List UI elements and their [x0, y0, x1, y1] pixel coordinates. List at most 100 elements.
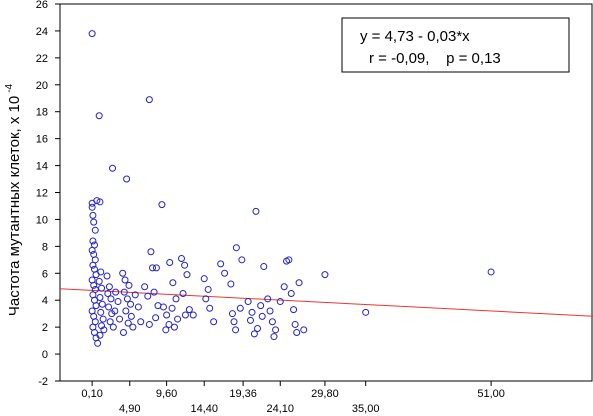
- data-point: [103, 272, 111, 280]
- data-point: [95, 112, 103, 120]
- data-point: [145, 96, 153, 104]
- x-tick-label: 0,10: [81, 388, 102, 400]
- data-point: [169, 279, 177, 287]
- data-point: [163, 311, 171, 319]
- data-point: [210, 318, 218, 326]
- data-point: [257, 302, 265, 310]
- data-point: [165, 320, 173, 328]
- data-point: [122, 307, 130, 315]
- data-point: [177, 254, 185, 262]
- data-point: [202, 295, 210, 303]
- y-axis-label-exponent: -4: [4, 83, 15, 92]
- data-point: [123, 175, 131, 183]
- data-point: [119, 329, 127, 337]
- data-point: [179, 289, 187, 297]
- data-point: [266, 307, 274, 315]
- data-point: [88, 203, 96, 211]
- data-point: [287, 289, 295, 297]
- y-tick-label: 14: [36, 161, 48, 173]
- x-tick-label: 24,10: [266, 403, 294, 415]
- y-tick-label: 18: [36, 107, 48, 119]
- data-point: [105, 283, 113, 291]
- data-point: [104, 289, 112, 297]
- y-tick-label: 20: [36, 80, 48, 92]
- data-point: [106, 318, 114, 326]
- data-points: [88, 30, 495, 347]
- data-point: [100, 326, 108, 334]
- data-point: [295, 279, 303, 287]
- data-point: [232, 326, 240, 334]
- x-tick-label: 19,36: [229, 388, 257, 400]
- annotation-box: [341, 17, 570, 73]
- data-point: [181, 311, 189, 319]
- data-point: [166, 259, 174, 267]
- data-point: [152, 314, 160, 322]
- annotation-equation: y = 4,73 - 0,03*x: [360, 28, 470, 45]
- data-point: [109, 323, 117, 331]
- y-tick-label: 26: [36, 0, 48, 11]
- data-point: [159, 303, 167, 311]
- data-point: [206, 304, 214, 312]
- data-point: [114, 298, 122, 306]
- data-point: [246, 316, 254, 324]
- y-tick-label: 10: [36, 214, 48, 226]
- data-point: [109, 164, 117, 172]
- data-point: [291, 320, 299, 328]
- data-point: [254, 324, 262, 332]
- data-point: [98, 300, 106, 308]
- data-point: [227, 280, 235, 288]
- data-point: [107, 295, 115, 303]
- data-point: [170, 323, 178, 331]
- data-point: [204, 285, 212, 293]
- x-tick-label: 4,90: [119, 403, 140, 415]
- data-point: [162, 326, 170, 334]
- data-point: [321, 271, 329, 279]
- data-point: [181, 261, 189, 269]
- data-point: [217, 260, 225, 268]
- data-point: [172, 295, 180, 303]
- data-point: [125, 281, 133, 289]
- data-point: [270, 333, 278, 341]
- data-point: [89, 211, 97, 219]
- svg-text:Частота мутантных клеток, х 10: Частота мутантных клеток, х 10 -4: [4, 83, 23, 316]
- data-point: [148, 264, 156, 272]
- y-axis-label: Частота мутантных клеток, х 10 -4: [4, 83, 23, 316]
- data-point: [120, 288, 128, 296]
- data-point: [189, 311, 197, 319]
- data-point: [123, 295, 131, 303]
- x-tick-label: 35,00: [352, 403, 380, 415]
- y-axis-label-text: Частота мутантных клеток, х 10: [6, 96, 23, 316]
- data-point: [145, 320, 153, 328]
- data-point: [112, 288, 120, 296]
- data-point: [88, 30, 96, 38]
- data-point: [232, 244, 240, 252]
- data-point: [152, 264, 160, 272]
- data-point: [137, 318, 145, 326]
- data-point: [258, 312, 266, 320]
- data-point: [94, 339, 102, 347]
- data-point: [124, 319, 132, 327]
- regression-annotation: y = 4,73 - 0,03*x r = -0,09, p = 0,13: [341, 17, 570, 73]
- data-point: [264, 295, 272, 303]
- data-point: [127, 312, 135, 320]
- data-point: [300, 326, 308, 334]
- data-point: [290, 306, 298, 314]
- data-point: [150, 288, 158, 296]
- data-point: [200, 275, 208, 283]
- data-point: [96, 294, 104, 302]
- y-tick-label: 16: [36, 134, 48, 146]
- data-point: [268, 318, 276, 326]
- x-axis: 0,10 9,60 19,36 29,80 51,00 4,90 14,40 24,10 35,…: [81, 381, 505, 415]
- data-point: [280, 283, 288, 291]
- y-tick-label: 2: [42, 322, 48, 334]
- data-point: [116, 315, 124, 323]
- data-point: [158, 201, 166, 209]
- data-point: [119, 269, 127, 277]
- data-point: [183, 271, 191, 279]
- y-tick-label: 24: [36, 26, 48, 38]
- regression-line-group: [59, 288, 593, 317]
- x-tick-label: 51,00: [477, 388, 505, 400]
- data-point: [487, 268, 495, 276]
- data-point: [285, 256, 293, 264]
